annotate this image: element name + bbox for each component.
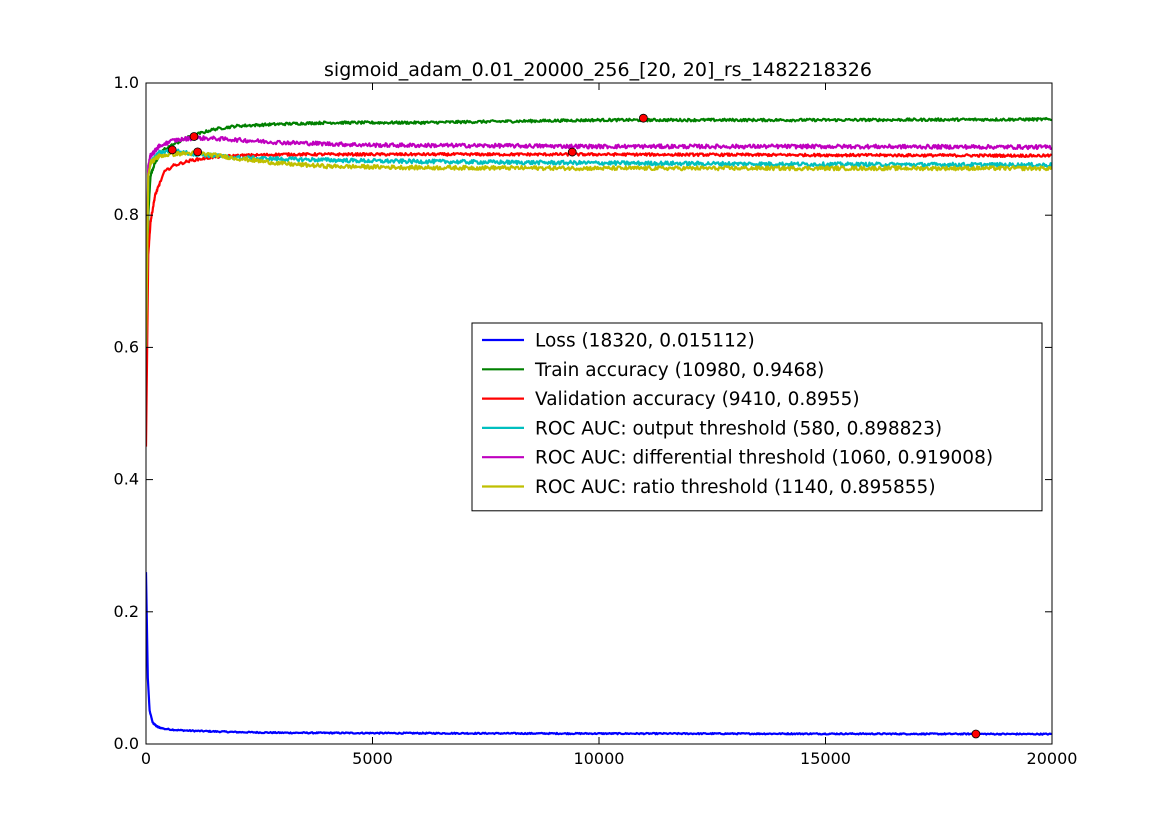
best-marker-1 <box>638 113 648 123</box>
best-marker-3 <box>167 145 177 155</box>
series-layer <box>146 116 1052 736</box>
y-tick-label: 0.0 <box>114 734 139 753</box>
legend-label-5: ROC AUC: ratio threshold (1140, 0.895855… <box>535 477 936 498</box>
x-tick-label: 0 <box>141 749 151 768</box>
legend: Loss (18320, 0.015112) Train accuracy (10… <box>471 322 1043 512</box>
series-line-2 <box>146 151 1052 447</box>
series-line-5 <box>146 150 1052 348</box>
best-marker-4 <box>189 132 199 141</box>
series-line-1 <box>146 116 1052 414</box>
x-tick-label: 20000 <box>1027 749 1078 768</box>
tick-layer: 0 5000 10000 15000 20000 0.0 0.2 0.4 0.6 0.8 1.0 <box>114 73 1078 768</box>
x-tick-label: 15000 <box>800 749 851 768</box>
legend-box <box>471 322 1043 512</box>
chart-title: sigmoid_adam_0.01_20000_256_[20, 20]_rs_… <box>324 59 872 81</box>
series-line-3 <box>146 148 1052 348</box>
x-tick-label: 10000 <box>574 749 625 768</box>
y-tick-label: 0.6 <box>114 337 139 356</box>
best-marker-5 <box>193 147 203 157</box>
best-marker-0 <box>971 729 981 739</box>
marker-layer <box>167 113 981 739</box>
y-tick-label: 0.8 <box>114 205 139 224</box>
legend-label-3: ROC AUC: output threshold (580, 0.898823… <box>535 418 942 439</box>
best-marker-2 <box>567 147 577 157</box>
series-line-4 <box>146 135 1052 348</box>
y-tick-label: 0.2 <box>114 602 139 621</box>
series-line-0 <box>146 572 1052 736</box>
legend-label-4: ROC AUC: differential threshold (1060, 0… <box>535 448 993 469</box>
y-tick-label: 1.0 <box>114 73 139 92</box>
y-tick-label: 0.4 <box>114 470 139 489</box>
legend-label-1: Train accuracy (10980, 0.9468) <box>534 360 824 381</box>
legend-label-0: Loss (18320, 0.015112) <box>535 331 755 352</box>
legend-label-2: Validation accuracy (9410, 0.8955) <box>535 389 860 410</box>
x-tick-label: 5000 <box>352 749 393 768</box>
